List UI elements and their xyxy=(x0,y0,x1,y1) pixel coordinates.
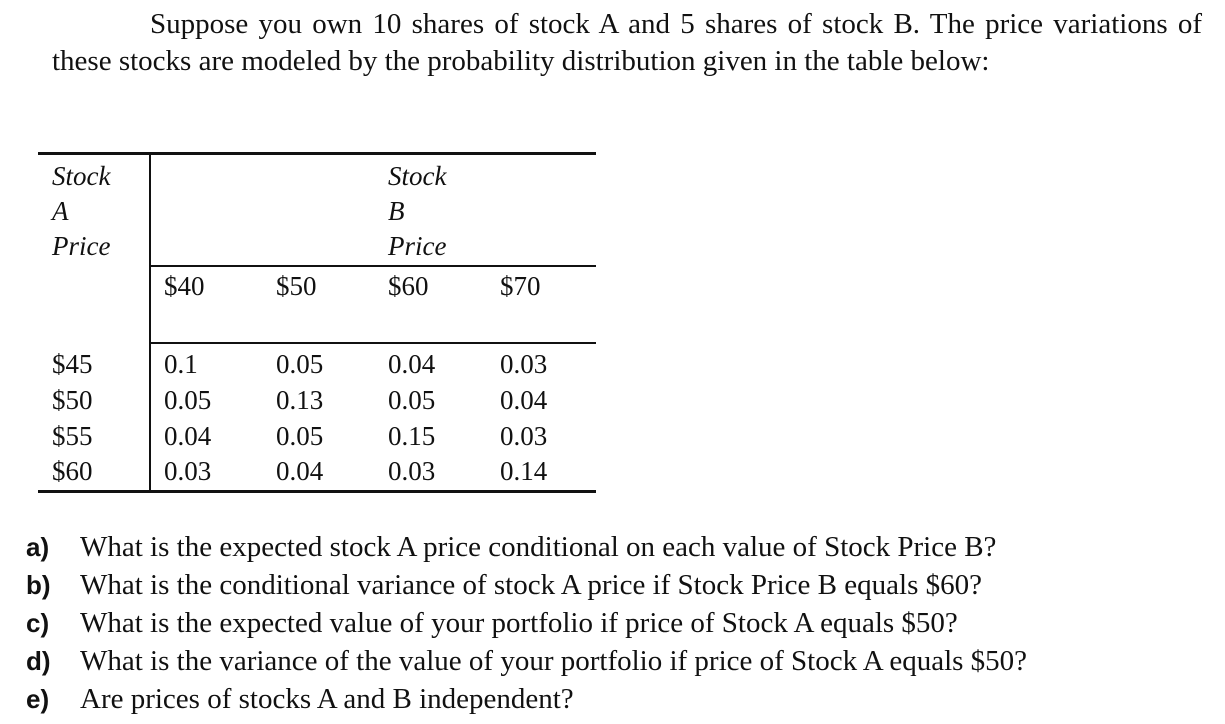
question-text: What is the variance of the value of you… xyxy=(80,645,1028,677)
stock-b-header-line: Stock xyxy=(388,161,447,191)
row-label: $60 xyxy=(52,456,93,486)
stock-a-price-header: Stock A Price xyxy=(52,159,142,264)
question-item: b) What is the conditional variance of s… xyxy=(26,566,1027,604)
table-cell: 0.04 xyxy=(388,349,436,379)
question-letter: b) xyxy=(26,570,51,600)
table-cell: 0.13 xyxy=(276,385,324,415)
table-cell: 0.14 xyxy=(500,456,548,486)
question-text: What is the expected stock A price condi… xyxy=(80,531,997,563)
column-header: $70 xyxy=(500,271,541,301)
table-cell: 0.1 xyxy=(164,349,198,379)
table-cell: 0.05 xyxy=(388,385,436,415)
table-top-rule xyxy=(38,152,596,155)
table-column-rule xyxy=(150,342,596,344)
question-item: c) What is the expected value of your po… xyxy=(26,604,1027,642)
question-item: d) What is the variance of the value of … xyxy=(26,642,1027,680)
table-cell: 0.03 xyxy=(500,421,548,451)
question-text: What is the expected value of your portf… xyxy=(80,607,958,639)
table-cell: 0.03 xyxy=(500,349,548,379)
question-letter: d) xyxy=(26,646,51,676)
question-item: a) What is the expected stock A price co… xyxy=(26,528,1027,566)
probability-table: Stock A Price Stock B Price $40 $50 $60 … xyxy=(38,152,596,493)
stock-a-header-line: A xyxy=(52,196,69,226)
column-header: $40 xyxy=(164,271,205,301)
table-vertical-rule xyxy=(149,154,151,491)
table-cell: 0.04 xyxy=(276,456,324,486)
table-header-rule xyxy=(150,265,596,267)
table-cell: 0.05 xyxy=(276,421,324,451)
question-letter: e) xyxy=(26,684,50,714)
question-letter: c) xyxy=(26,608,50,638)
table-cell: 0.04 xyxy=(164,421,212,451)
table-cell: 0.15 xyxy=(388,421,436,451)
column-header: $60 xyxy=(388,271,429,301)
question-list: a) What is the expected stock A price co… xyxy=(26,528,1027,718)
table-cell: 0.05 xyxy=(276,349,324,379)
question-letter: a) xyxy=(26,532,50,562)
table-cell: 0.05 xyxy=(164,385,212,415)
row-label: $50 xyxy=(52,385,93,415)
table-cell: 0.03 xyxy=(388,456,436,486)
stock-b-header-line: B xyxy=(388,196,405,226)
column-header: $50 xyxy=(276,271,317,301)
problem-intro: Suppose you own 10 shares of stock A and… xyxy=(52,8,1202,77)
table-bottom-rule xyxy=(38,490,596,493)
table-cell: 0.04 xyxy=(500,385,548,415)
stock-b-price-header: Stock B Price xyxy=(388,159,508,264)
stock-a-header-line: Price xyxy=(52,231,111,261)
row-label: $45 xyxy=(52,349,93,379)
question-text: Are prices of stocks A and B independent… xyxy=(80,683,574,715)
question-item: e) Are prices of stocks A and B independ… xyxy=(26,680,1027,718)
stock-a-header-line: Stock xyxy=(52,161,111,191)
row-label: $55 xyxy=(52,421,93,451)
stock-b-header-line: Price xyxy=(388,231,447,261)
table-cell: 0.03 xyxy=(164,456,212,486)
question-text: What is the conditional variance of stoc… xyxy=(80,569,982,601)
